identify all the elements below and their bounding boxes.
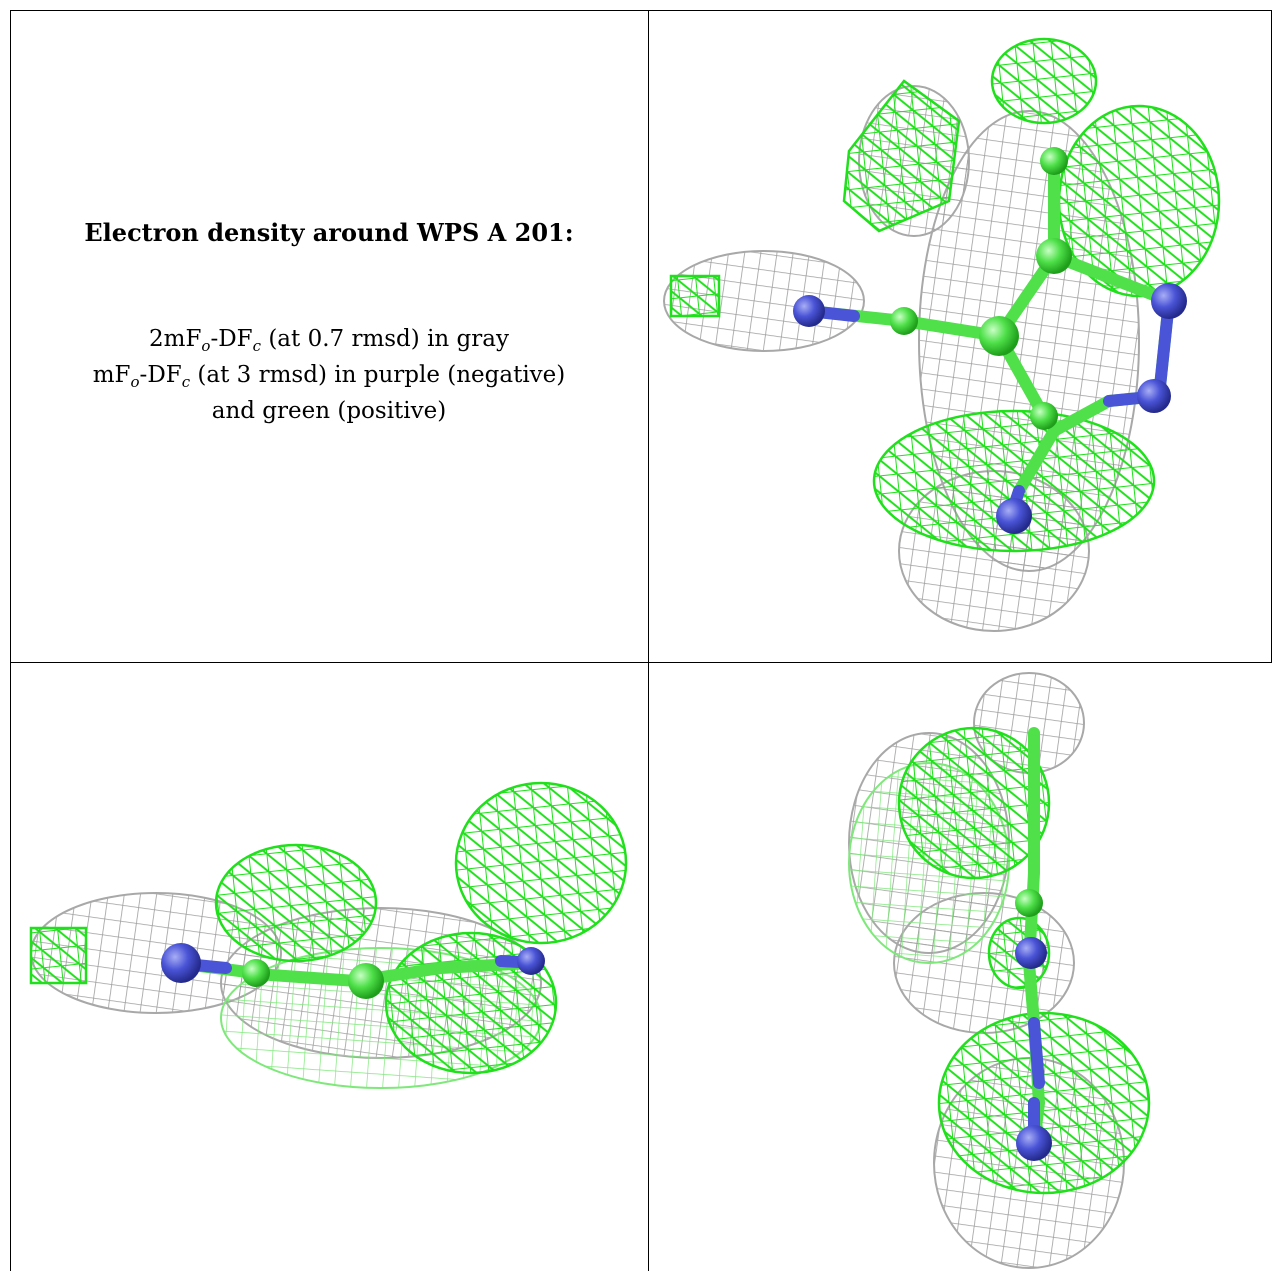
density-view-3 (848, 672, 1151, 1269)
panel-bottom-left (11, 663, 648, 1271)
green-mesh (669, 37, 1221, 553)
caption-title: Electron density around WPS A 201: (84, 218, 574, 247)
caption-line-green: and green (positive) (211, 398, 447, 424)
panel-top-right (649, 11, 1271, 662)
figure-table: Electron density around WPS A 201: 2mFo-… (10, 10, 1272, 1271)
density-view-2 (29, 781, 628, 1089)
table-row-divider (10, 662, 1272, 663)
ligand-model (793, 147, 1187, 534)
table-border-top (10, 10, 1272, 11)
table-border-right (1271, 10, 1272, 662)
caption-line-2fo: 2mFo-DFc (at 0.7 rmsd) in gray (149, 326, 509, 355)
caption-cell: Electron density around WPS A 201: 2mFo-… (10, 10, 648, 662)
caption-line-fo: mFo-DFc (at 3 rmsd) in purple (negative) (92, 362, 566, 391)
table-column-divider (648, 10, 649, 1271)
panel-bottom-right (649, 663, 1272, 1271)
density-view-1 (663, 37, 1221, 632)
ligand-model (1015, 727, 1052, 1161)
table-border-left (10, 10, 11, 1271)
ligand-model (161, 943, 545, 999)
